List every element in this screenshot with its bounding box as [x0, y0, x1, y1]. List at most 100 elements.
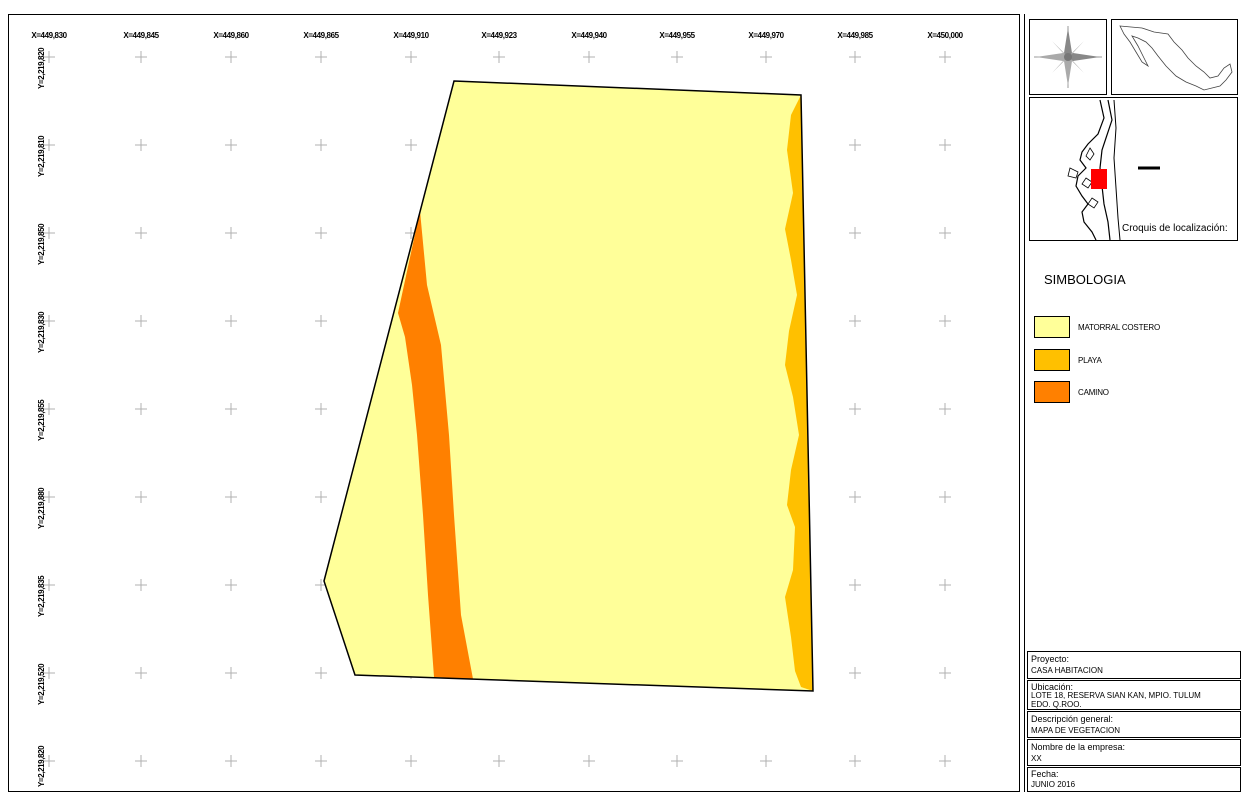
fecha-label: Fecha:: [1031, 769, 1059, 779]
grid-cross-icon: [583, 755, 595, 767]
grid-cross-icon: [135, 667, 147, 679]
grid-cross-icon: [405, 51, 417, 63]
descripcion-box: [1027, 711, 1241, 738]
grid-cross-icon: [225, 755, 237, 767]
descripcion-value: MAPA DE VEGETACION: [1031, 726, 1121, 735]
grid-cross-icon: [43, 315, 55, 327]
y-coordinate-label: Y=2,219,855: [37, 399, 46, 441]
grid-cross-icon: [225, 315, 237, 327]
playa-area: [785, 95, 813, 691]
grid-cross-icon: [583, 51, 595, 63]
x-coordinate-label: X=449,923: [481, 31, 517, 40]
x-coordinate-label: X=449,910: [393, 31, 429, 40]
legend-swatch-matorral: [1034, 316, 1070, 338]
x-coordinate-label: X=449,955: [659, 31, 695, 40]
grid-cross-icon: [225, 667, 237, 679]
grid-cross-icon: [315, 139, 327, 151]
x-coordinate-label: X=450,000: [927, 31, 963, 40]
map-frame: X=449,830 X=449,845 X=449,860 X=449,865 …: [8, 14, 1020, 792]
grid-cross-icon: [760, 51, 772, 63]
grid-cross-icon: [135, 579, 147, 591]
proyecto-value: CASA HABITACION: [1031, 666, 1103, 675]
x-coordinate-label: X=449,830: [31, 31, 67, 40]
grid-cross-icon: [135, 51, 147, 63]
grid-cross-icon: [939, 227, 951, 239]
location-sketch: [1067, 99, 1160, 241]
x-coordinate-label: X=449,860: [213, 31, 249, 40]
x-coordinate-label: X=449,865: [303, 31, 339, 40]
grid-cross-icon: [939, 139, 951, 151]
grid-cross-icon: [760, 755, 772, 767]
location-sketch-box: [1029, 97, 1238, 241]
grid-cross-icon: [43, 491, 55, 503]
x-coordinate-label: X=449,970: [748, 31, 784, 40]
y-coordinate-label: Y=2,219,820: [37, 745, 46, 787]
grid-cross-icon: [43, 667, 55, 679]
grid-cross-icon: [315, 667, 327, 679]
grid-cross-icon: [43, 227, 55, 239]
y-coordinate-label: Y=2,219,810: [37, 135, 46, 177]
grid-cross-icon: [315, 755, 327, 767]
grid-cross-icon: [225, 227, 237, 239]
grid-cross-icon: [671, 51, 683, 63]
grid-cross-icon: [135, 227, 147, 239]
grid-cross-icon: [315, 227, 327, 239]
grid-cross-icon: [225, 579, 237, 591]
matorral-costero-area: [324, 81, 813, 691]
grid-cross-icon: [315, 315, 327, 327]
property-boundary: [323, 80, 814, 692]
grid-cross-icon: [849, 755, 861, 767]
grid-cross-icon: [315, 491, 327, 503]
empresa-value: XX: [1031, 754, 1042, 763]
grid-cross-icon: [225, 139, 237, 151]
grid-cross-icon: [43, 403, 55, 415]
fecha-value: JUNIO 2016: [1031, 780, 1076, 789]
camino-area: [398, 211, 473, 679]
grid-cross-icon: [849, 139, 861, 151]
grid-cross-icon: [849, 51, 861, 63]
grid-cross-icon: [135, 491, 147, 503]
legend-label-matorral: MATORRAL COSTERO: [1078, 323, 1160, 332]
grid-cross-icon: [315, 51, 327, 63]
ubicacion-label: Ubicación:: [1031, 682, 1074, 692]
grid-cross-icon: [225, 403, 237, 415]
legend-label-camino: CAMINO: [1078, 388, 1109, 397]
x-coordinate-label: X=449,845: [123, 31, 159, 40]
y-coordinate-label: Y=2,219,880: [37, 487, 46, 529]
grid-cross-icon: [43, 579, 55, 591]
legend-label-playa: PLAYA: [1078, 356, 1102, 365]
empresa-box: [1027, 739, 1241, 766]
grid-cross-icon: [939, 491, 951, 503]
vegetation-map: [43, 51, 951, 767]
north-arrow-box: [1029, 19, 1107, 95]
grid-cross-icon: [493, 51, 505, 63]
grid-cross-icon: [939, 51, 951, 63]
compass-rose-icon: [1034, 26, 1102, 88]
croquis-caption: Croquis de localización:: [1122, 223, 1228, 234]
grid-cross-icon: [671, 755, 683, 767]
y-coordinate-label: Y=2,219,520: [37, 663, 46, 705]
y-coordinate-label: Y=2,219,850: [37, 223, 46, 265]
grid-cross-icon: [849, 579, 861, 591]
proyecto-label: Proyecto:: [1031, 654, 1070, 664]
ubicacion-value-line2: EDO. Q.ROO.: [1031, 700, 1082, 709]
grid-cross-icon: [939, 667, 951, 679]
x-coordinate-label: X=449,940: [571, 31, 607, 40]
grid-cross-icon: [405, 139, 417, 151]
grid-cross-icon: [225, 51, 237, 63]
grid-cross-icon: [43, 139, 55, 151]
grid-cross-icon: [225, 491, 237, 503]
legend-swatch-camino: [1034, 381, 1070, 403]
y-coordinate-label: Y=2,219,820: [37, 47, 46, 89]
grid-cross-icon: [135, 755, 147, 767]
empresa-label: Nombre de la empresa:: [1031, 742, 1126, 752]
grid-cross-icon: [849, 667, 861, 679]
grid-cross-icon: [493, 755, 505, 767]
grid-cross-icon: [939, 315, 951, 327]
grid-cross-icon: [43, 755, 55, 767]
grid-cross-icon: [135, 403, 147, 415]
proyecto-box: [1027, 651, 1241, 679]
legend-title: SIMBOLOGIA: [1044, 272, 1126, 287]
grid-cross-icon: [939, 755, 951, 767]
fecha-box: [1027, 767, 1241, 792]
